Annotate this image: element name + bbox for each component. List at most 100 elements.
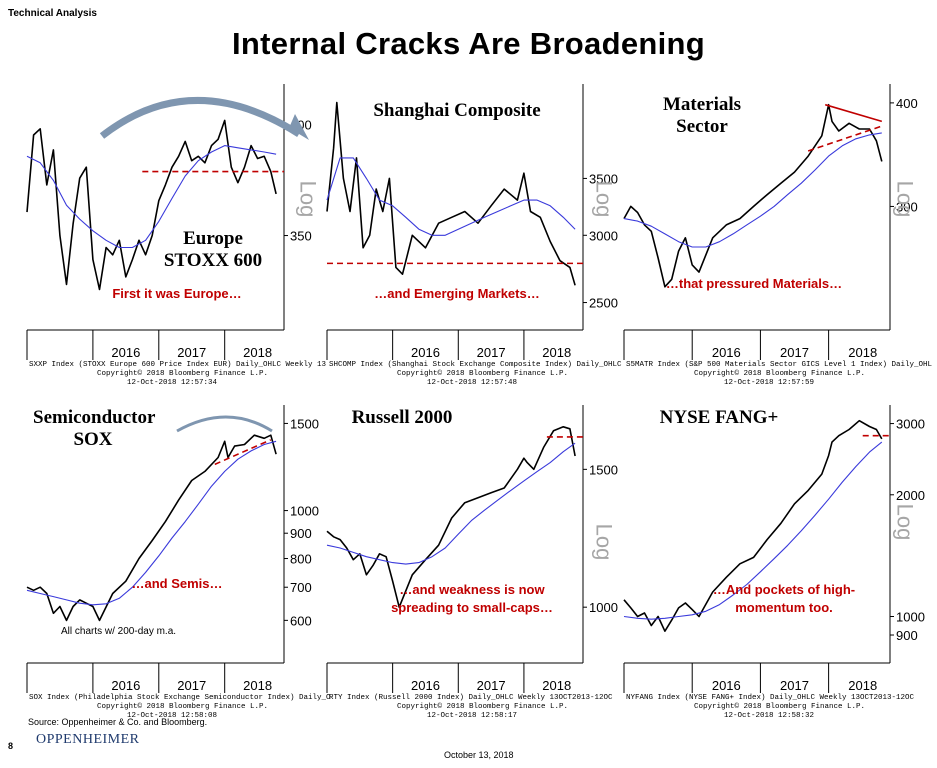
bloomberg-meta: S5MATR Index (S&P 500 Materials Sector G… (626, 361, 933, 369)
oppenheimer-logo: OPPENHEIMER (36, 732, 140, 747)
x-tick-label: 2016 (111, 678, 140, 693)
y-tick-label: 1500 (589, 462, 618, 477)
bloomberg-meta: SOX Index (Philadelphia Stock Exchange S… (29, 694, 331, 702)
trend-line (214, 439, 272, 466)
chart-note: …and Semis… (131, 576, 223, 591)
log-axis-label: Log (591, 180, 617, 218)
x-tick-label: 2018 (243, 678, 272, 693)
price-line (26, 434, 277, 622)
y-tick-label: 350 (290, 229, 312, 244)
log-axis-label: Log (591, 523, 617, 561)
bloomberg-meta: 12-Oct-2018 12:58:17 (427, 712, 517, 720)
page-number: 8 (8, 741, 14, 751)
x-tick-label: 2016 (411, 345, 440, 360)
ma-200-line (623, 132, 882, 248)
log-axis-label: Log (892, 503, 918, 541)
y-tick-label: 2500 (589, 296, 618, 311)
chart-plot: 350400201620172018SXXP Index (STOXX Euro… (26, 84, 327, 387)
x-tick-label: 2018 (542, 345, 571, 360)
x-tick-label: 2016 (712, 345, 741, 360)
x-tick-label: 2018 (542, 678, 571, 693)
bloomberg-meta: Copyright© 2018 Bloomberg Finance L.P. (397, 702, 568, 711)
x-tick-label: 2017 (477, 345, 506, 360)
x-tick-label: 2018 (243, 345, 272, 360)
bloomberg-meta: 12-Oct-2018 12:58:08 (127, 712, 217, 720)
y-tick-label: 800 (290, 552, 312, 567)
all-charts-note: All charts w/ 200-day m.a. (61, 626, 177, 637)
bloomberg-meta: 12-Oct-2018 12:57:48 (427, 379, 517, 387)
curved-arrow-head (289, 114, 309, 140)
price-line (623, 103, 883, 288)
x-tick-label: 2017 (477, 678, 506, 693)
log-axis-label: Log (892, 180, 918, 218)
bloomberg-meta: NYFANG Index (NYSE FANG+ Index) Daily_OH… (626, 694, 915, 702)
chart-note: First it was Europe… (112, 286, 242, 301)
chart-title: Semiconductor SOX (33, 407, 156, 450)
curved-arrow (176, 415, 273, 433)
ma-200-line (623, 441, 883, 620)
chart-title: Russell 2000 (351, 407, 453, 428)
y-tick-label: 900 (896, 628, 918, 643)
x-tick-label: 2018 (848, 345, 877, 360)
chart-note: …And pockets of high-momentum too. (712, 582, 856, 615)
bloomberg-meta: 12-Oct-2018 12:57:59 (724, 379, 814, 387)
chart-title: Materials Sector (662, 94, 742, 137)
price-line (623, 419, 883, 632)
y-tick-label: 700 (290, 580, 312, 595)
y-tick-label: 300 (896, 199, 918, 214)
x-tick-label: 2018 (848, 678, 877, 693)
chart-note: …that pressured Materials… (665, 276, 843, 291)
chart-shanghai-composite: 2500 3000 3500 2016 2017 2018 SHCOMP Index (Sh… (326, 76, 622, 387)
y-tick-label: 3000 (896, 417, 925, 432)
x-tick-label: 2017 (177, 345, 206, 360)
bloomberg-meta: Copyright© 2018 Bloomberg Finance L.P. (97, 369, 268, 378)
ma-200-line (326, 157, 576, 236)
resistance-line (824, 103, 883, 123)
y-tick-label: 3000 (589, 228, 618, 243)
chart-materials-sector: 300 400 2016 2017 2018 S5MATR Index (S&P 500 … (623, 76, 933, 387)
chart-note: …and weakness is now spreading to small-… (391, 582, 553, 615)
bloomberg-meta: SXXP Index (STOXX Europe 600 Price Index… (29, 361, 327, 369)
curved-arrow (99, 97, 301, 139)
x-tick-label: 2016 (111, 345, 140, 360)
y-tick-label: 1000 (290, 504, 319, 519)
ma-200-line (326, 442, 576, 565)
price-line (326, 426, 576, 608)
report-date: October 13, 2018 (444, 750, 514, 760)
x-tick-label: 2017 (780, 345, 809, 360)
y-tick-label: 900 (290, 526, 312, 541)
chart-semiconductor-sox: 600 700 800 900 1000 1500 2016 2017 2018 SOX Inde… (26, 397, 331, 720)
bloomberg-meta: Copyright© 2018 Bloomberg Finance L.P. (397, 369, 568, 378)
log-axis-label: Log (295, 180, 321, 218)
y-tick-label: 400 (896, 96, 918, 111)
x-tick-label: 2017 (780, 678, 809, 693)
y-tick-label: 1000 (589, 600, 618, 615)
bloomberg-meta: Copyright© 2018 Bloomberg Finance L.P. (694, 702, 865, 711)
chart-title: NYSE FANG+ (659, 407, 779, 428)
x-tick-label: 2016 (712, 678, 741, 693)
y-tick-label: 3500 (589, 171, 618, 186)
price-line (326, 101, 576, 286)
chart-title: Shanghai Composite (373, 100, 541, 121)
source-note: Source: Oppenheimer & Co. and Bloomberg. (28, 717, 208, 727)
y-tick-label: 2000 (896, 488, 925, 503)
chart-nyse-fang-plus: 900 1000 2000 3000 2016 2017 2018 NYFANG Index … (623, 397, 925, 720)
chart-russell-2000: 1000 1500 2016 2017 2018 RTY Index (Russell 2… (326, 397, 618, 720)
y-tick-label: 1000 (896, 610, 925, 625)
y-tick-label: 1500 (290, 416, 319, 431)
ma-200-line (26, 440, 277, 606)
page-title: Internal Cracks Are Broadening (232, 26, 705, 61)
chart-note: …and Emerging Markets… (374, 286, 540, 301)
bloomberg-meta: 12-Oct-2018 12:57:34 (127, 379, 218, 387)
bloomberg-meta: Copyright© 2018 Bloomberg Finance L.P. (694, 369, 865, 378)
bloomberg-meta: 12-Oct-2018 12:58:32 (724, 712, 814, 720)
chart-europe-stoxx600: 350400201620172018SXXP Index (STOXX Euro… (26, 76, 327, 387)
bloomberg-meta: Copyright© 2018 Bloomberg Finance L.P. (97, 702, 268, 711)
ma-200-line (26, 145, 277, 249)
support-line (807, 125, 883, 152)
